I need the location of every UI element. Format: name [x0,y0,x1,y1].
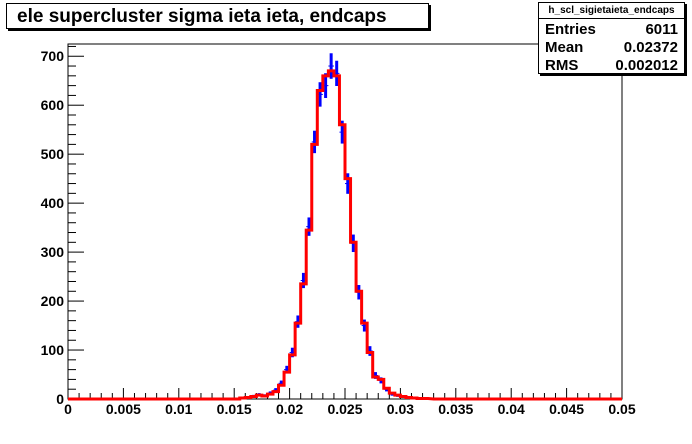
x-tick-label: 0.05 [608,401,635,417]
plot-frame [67,43,623,400]
x-tick-label: 0.02 [276,401,303,417]
y-tick-label: 600 [41,97,65,113]
x-tick-label: 0.01 [165,401,192,417]
x-tick-label: 0.045 [549,401,584,417]
x-tick-label: 0.03 [387,401,414,417]
y-tick-labels: 0 100 200 300 400 500 600 700 [41,48,65,407]
x-tick-labels: 0 0.005 0.01 0.015 0.02 0.025 0.03 0.035 0.04 0.0… [64,401,636,417]
x-tick-label: 0.035 [438,401,473,417]
y-tick-label: 0 [56,391,64,407]
reference-histogram-line [68,69,622,401]
stats-entries-label: Entries [545,21,596,38]
x-tick-label: 0.025 [327,401,362,417]
title-box: ele supercluster sigma ieta ieta, endcap… [6,3,429,29]
chart-title: ele supercluster sigma ieta ieta, endcap… [17,6,387,27]
x-tick-label: 0.04 [498,401,525,417]
data-point [328,53,334,79]
stats-mean-label: Mean [545,39,584,56]
y-tick-label: 200 [41,293,65,309]
y-tick-label: 700 [41,48,65,64]
y-tick-label: 100 [41,342,65,358]
y-tick-label: 300 [41,244,65,260]
y-tick-label: 500 [41,146,65,162]
stats-row-rms: RMS 0.002012 [545,57,678,75]
series-layer [68,53,622,401]
y-tick-label: 400 [41,195,65,211]
stats-rms-value: 0.002012 [615,57,678,74]
stats-row-mean: Mean 0.02372 [545,39,678,57]
x-tick-label: 0 [64,401,72,417]
stats-entries-value: 6011 [645,21,678,38]
stats-box: h_scl_sigietaieta_endcaps Entries 6011 M… [538,2,685,74]
x-tick-label: 0.015 [217,401,252,417]
x-tick-label: 0.005 [106,401,141,417]
stats-mean-value: 0.02372 [623,39,678,56]
stats-rms-label: RMS [545,57,579,74]
stats-histogram-name: h_scl_sigietaieta_endcaps [539,3,684,19]
stats-row-entries: Entries 6011 [545,21,678,39]
